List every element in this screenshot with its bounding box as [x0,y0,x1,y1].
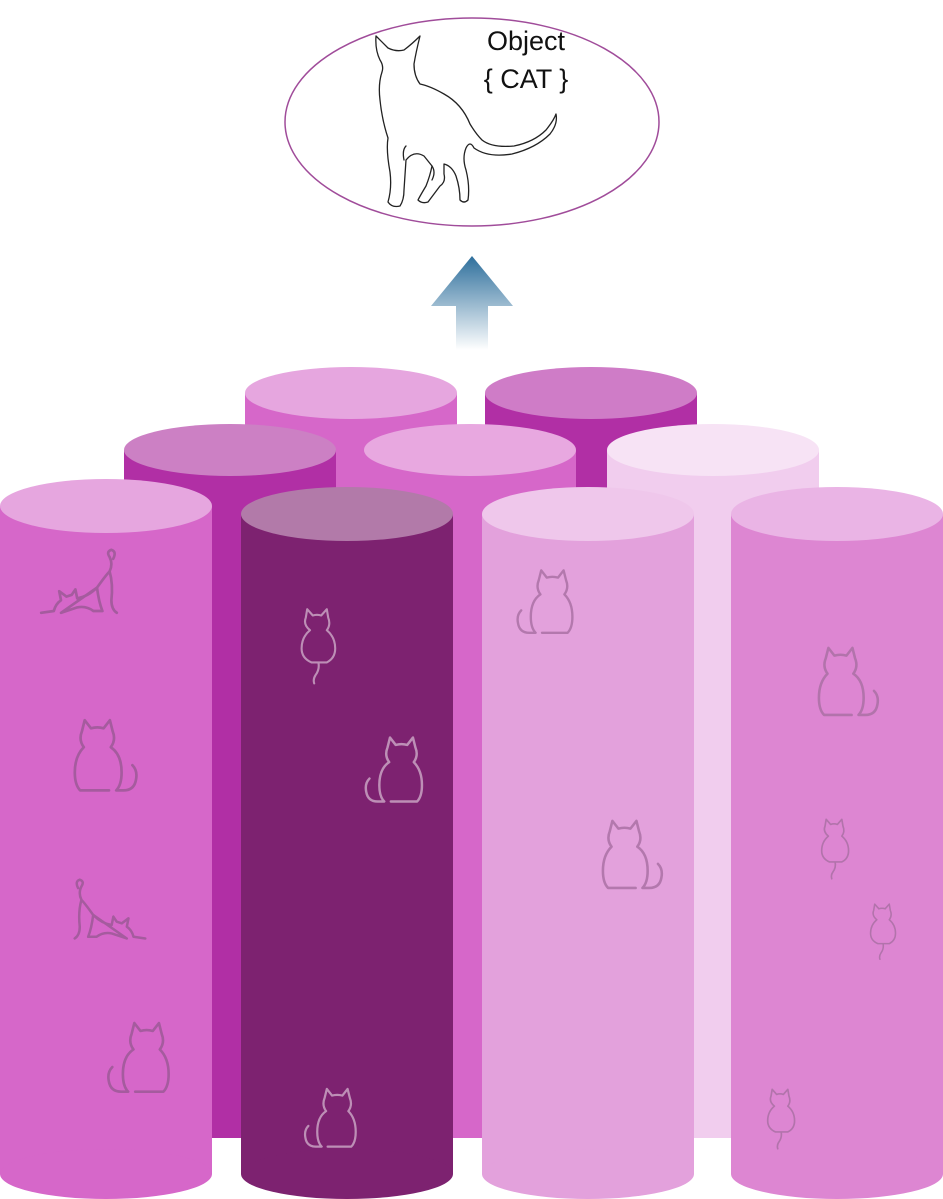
object-title: Object [487,26,566,56]
cylinder-front-2 [241,487,453,1199]
object-value: { CAT } [484,64,569,94]
object-callout: Object { CAT } [284,17,660,227]
cat-silhouette-icon [375,35,558,208]
cylinder-front-3 [482,487,694,1199]
cylinder-front-1 [0,479,212,1199]
cylinder-front-4 [731,487,943,1199]
up-arrow-icon [431,256,513,350]
object-ellipse [284,17,660,227]
